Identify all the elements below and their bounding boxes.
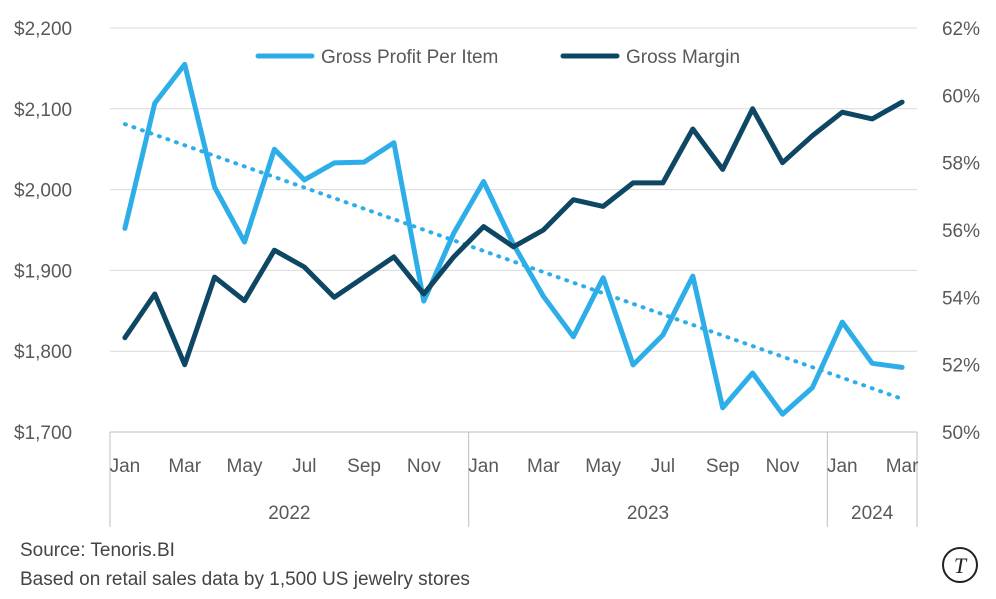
- left-axis-tick-label: $2,000: [14, 181, 72, 202]
- month-tick-label: Sep: [706, 456, 740, 477]
- month-tick-label: Mar: [886, 456, 919, 477]
- chart: $1,700 $1,800 $1,900 $2,000 $2,100 $2,200 50%…: [14, 19, 980, 527]
- left-axis-tick-label: $1,800: [14, 342, 72, 363]
- month-tick-label: Jan: [827, 456, 858, 477]
- month-tick-label: Nov: [766, 456, 800, 477]
- month-tick-label: Jul: [651, 456, 675, 477]
- right-axis-tick-label: 50%: [942, 423, 980, 444]
- source-note: Source: Tenoris.BI: [20, 540, 175, 561]
- trendline: [122, 122, 905, 401]
- data-note: Based on retail sales data by 1,500 US j…: [20, 569, 470, 590]
- left-axis-ticks: $1,700 $1,800 $1,900 $2,000 $2,100 $2,200: [14, 19, 72, 444]
- year-label: 2024: [851, 503, 894, 524]
- month-tick-label: Jan: [110, 456, 141, 477]
- right-axis-tick-label: 54%: [942, 288, 980, 309]
- legend-label: Gross Margin: [626, 47, 740, 68]
- left-axis-tick-label: $1,900: [14, 261, 72, 282]
- right-axis-tick-label: 56%: [942, 221, 980, 242]
- legend: Gross Profit Per Item Gross Margin: [255, 47, 740, 68]
- month-tick-label: May: [227, 456, 263, 477]
- right-axis-tick-label: 58%: [942, 154, 980, 175]
- gridlines: [110, 27, 917, 352]
- month-tick-label: May: [585, 456, 621, 477]
- tenoris-logo-icon: T: [942, 547, 978, 583]
- logo-letter: T: [954, 553, 968, 578]
- left-axis-tick-label: $2,200: [14, 19, 72, 40]
- left-axis-tick-label: $1,700: [14, 423, 72, 444]
- year-label: 2023: [627, 503, 669, 524]
- x-axis-year-labels: 2022 2023 2024: [268, 503, 894, 524]
- axes: [109, 431, 918, 527]
- series-lines: [122, 61, 905, 417]
- right-axis-tick-label: 60%: [942, 86, 980, 107]
- right-axis-tick-label: 52%: [942, 356, 980, 377]
- right-axis-tick-label: 62%: [942, 19, 980, 40]
- right-axis-ticks: 50% 52% 54% 56% 58% 60% 62%: [942, 19, 980, 444]
- series-line-gross-profit-per-item: [122, 61, 905, 417]
- month-tick-label: Jan: [468, 456, 499, 477]
- series-line-gross-margin: [122, 99, 905, 368]
- month-tick-label: Nov: [407, 456, 441, 477]
- year-label: 2022: [268, 503, 310, 524]
- month-tick-label: Mar: [168, 456, 201, 477]
- month-tick-label: Sep: [347, 456, 381, 477]
- month-tick-label: Jul: [292, 456, 316, 477]
- legend-label: Gross Profit Per Item: [321, 47, 498, 68]
- x-axis-month-ticks: Jan Mar May Jul Sep Nov Jan Mar May Jul Sep Nov Jan M…: [110, 456, 919, 477]
- left-axis-tick-label: $2,100: [14, 100, 72, 121]
- month-tick-label: Mar: [527, 456, 560, 477]
